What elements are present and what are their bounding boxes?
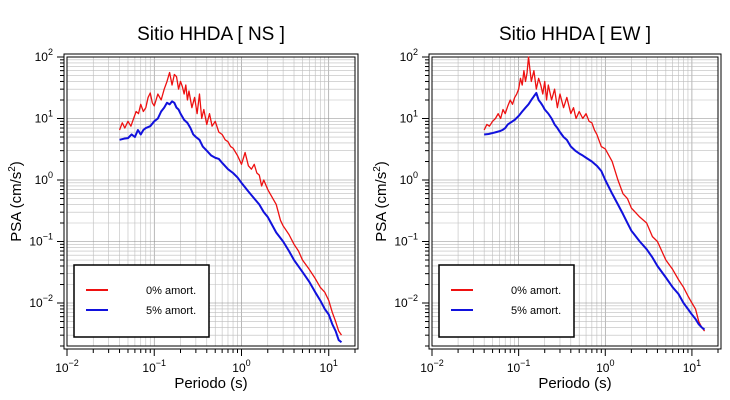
legend-label: 5% amort.	[511, 305, 561, 317]
x-tick-label: 10−2	[420, 358, 444, 375]
chart-panel-ns: 10−2 10−1 100 101 10−2 10−1 100 101 102 Sitio HHD…	[7, 24, 359, 392]
y-axis-label: PSA (cm/s2)	[7, 161, 25, 242]
y-tick-label: 102	[400, 47, 418, 64]
chart-panel-ew: 10−2 10−1 100 101 10−2 10−1 100 101 102 Sitio HHD…	[372, 24, 722, 392]
y-tick-label: 101	[35, 109, 53, 126]
y-tick-label: 100	[35, 170, 53, 187]
legend: 0% amort. 5% amort.	[438, 264, 575, 338]
inner-frame	[66, 56, 356, 347]
x-tick-label: 101	[683, 358, 701, 375]
y-tick-label: 10−1	[29, 232, 53, 249]
legend: 0% amort. 5% amort.	[73, 264, 210, 338]
x-axis-label: Periodo (s)	[538, 375, 611, 392]
x-tick-label: 10−1	[507, 358, 531, 375]
series-line-amort-0	[483, 56, 706, 332]
chart-title: Sitio HHDA [ EW ]	[499, 24, 651, 45]
x-tick-label: 10−1	[142, 358, 166, 375]
x-tick-label: 100	[596, 358, 614, 375]
series-line-amort-5	[484, 91, 706, 331]
legend-box	[438, 264, 575, 338]
y-tick-label: 10−1	[394, 232, 418, 249]
y-tick-label: 10−2	[394, 293, 418, 310]
x-tick-label: 100	[232, 358, 250, 375]
legend-label: 0% amort.	[511, 285, 561, 297]
inner-frame	[431, 56, 719, 347]
series-line-amort-0	[118, 71, 343, 336]
x-axis-label: Periodo (s)	[174, 375, 247, 392]
y-tick-label: 100	[400, 170, 418, 187]
y-tick-label: 101	[400, 109, 418, 126]
x-tick-label: 10−2	[55, 358, 79, 375]
legend-label: 5% amort.	[146, 305, 196, 317]
series-line-amort-5	[119, 100, 343, 344]
y-tick-label: 102	[35, 47, 53, 64]
legend-box	[73, 264, 210, 338]
y-tick-label: 10−2	[29, 293, 53, 310]
x-tick-label: 101	[320, 358, 338, 375]
outer-frame	[63, 53, 359, 350]
legend-label: 0% amort.	[146, 285, 196, 297]
outer-frame	[428, 53, 722, 350]
y-axis-label: PSA (cm/s2)	[372, 161, 390, 242]
chart-title: Sitio HHDA [ NS ]	[137, 24, 285, 45]
